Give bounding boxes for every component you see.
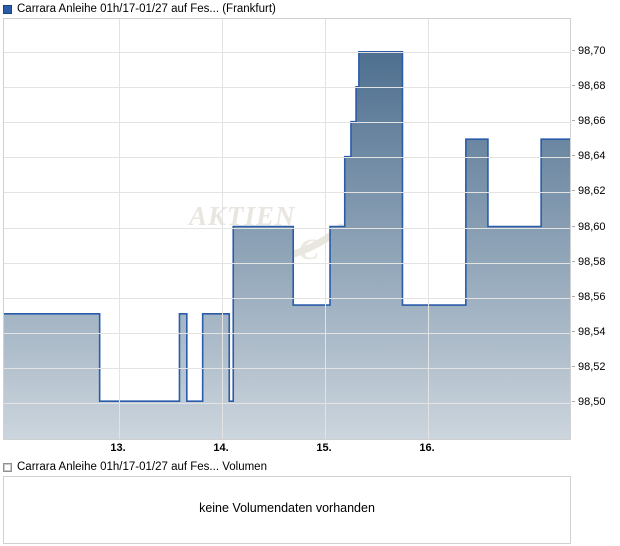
y-tick-label: 98,62 — [578, 185, 606, 197]
y-axis-tick: 98,50 — [572, 396, 620, 408]
y-tick-mark — [572, 85, 575, 86]
filled-square-marker-icon — [3, 5, 12, 14]
y-tick-label: 98,70 — [578, 45, 606, 57]
y-axis-tick: 98,60 — [572, 221, 620, 233]
y-tick-mark — [572, 366, 575, 367]
x-tick-label: 14. — [213, 442, 229, 454]
y-tick-label: 98,56 — [578, 291, 606, 303]
volume-legend[interactable]: Carrara Anleihe 01h/17-01/27 auf Fes... … — [3, 460, 267, 475]
gridline-horizontal — [4, 263, 570, 264]
y-axis-tick: 98,54 — [572, 326, 620, 338]
y-axis-tick: 98,62 — [572, 185, 620, 197]
hollow-square-marker-icon — [3, 463, 12, 472]
y-axis-tick: 98,52 — [572, 361, 620, 373]
price-series-chart — [4, 19, 570, 439]
series-path-group — [4, 52, 570, 439]
gridline-horizontal — [4, 333, 570, 334]
y-axis-tick: 98,64 — [572, 150, 620, 162]
gridline-vertical — [119, 19, 120, 439]
price-chart-panel: Carrara Anleihe 01h/17-01/27 auf Fes... … — [3, 2, 620, 457]
volume-chart-panel: Carrara Anleihe 01h/17-01/27 auf Fes... … — [0, 459, 620, 546]
y-axis-tick: 98,58 — [572, 256, 620, 268]
price-legend[interactable]: Carrara Anleihe 01h/17-01/27 auf Fes... … — [3, 2, 276, 17]
y-tick-label: 98,54 — [578, 326, 606, 338]
y-tick-mark — [572, 261, 575, 262]
y-tick-mark — [572, 401, 575, 402]
gridline-horizontal — [4, 368, 570, 369]
y-axis-tick: 98,68 — [572, 80, 620, 92]
gridline-vertical — [325, 19, 326, 439]
gridline-vertical — [428, 19, 429, 439]
x-tick-label: 15. — [316, 442, 332, 454]
y-axis-labels: 98,70 98,68 98,66 98,64 98,62 98,60 98,58 98,56… — [572, 18, 620, 440]
price-legend-label: Carrara Anleihe 01h/17-01/27 auf Fes... … — [17, 3, 276, 15]
price-plot-area[interactable]: AKTIEN C — [3, 18, 571, 440]
x-axis-labels: 13. 14. 15. 16. — [3, 441, 571, 457]
x-tick-label: 16. — [419, 442, 435, 454]
volume-empty-message: keine Volumendaten vorhanden — [199, 501, 375, 515]
y-tick-mark — [572, 190, 575, 191]
y-tick-label: 98,52 — [578, 361, 606, 373]
x-tick-label: 13. — [110, 442, 126, 454]
gridline-horizontal — [4, 157, 570, 158]
y-tick-mark — [572, 50, 575, 51]
y-tick-mark — [572, 120, 575, 121]
gridline-horizontal — [4, 403, 570, 404]
gridline-vertical — [222, 19, 223, 439]
y-tick-label: 98,68 — [578, 80, 606, 92]
series-line — [4, 52, 570, 401]
y-tick-label: 98,50 — [578, 396, 606, 408]
y-tick-label: 98,64 — [578, 150, 606, 162]
y-tick-mark — [572, 331, 575, 332]
gridline-horizontal — [4, 122, 570, 123]
y-tick-mark — [572, 155, 575, 156]
y-tick-label: 98,66 — [578, 115, 606, 127]
y-axis-tick: 98,66 — [572, 115, 620, 127]
y-axis-tick: 98,70 — [572, 45, 620, 57]
y-tick-mark — [572, 226, 575, 227]
gridline-horizontal — [4, 228, 570, 229]
gridline-horizontal — [4, 298, 570, 299]
y-tick-label: 98,60 — [578, 221, 606, 233]
volume-plot-area: keine Volumendaten vorhanden — [3, 476, 571, 544]
y-tick-label: 98,58 — [578, 256, 606, 268]
gridline-horizontal — [4, 52, 570, 53]
y-tick-mark — [572, 296, 575, 297]
gridline-horizontal — [4, 192, 570, 193]
series-area-fill — [4, 51, 570, 439]
volume-legend-label: Carrara Anleihe 01h/17-01/27 auf Fes... … — [17, 461, 267, 473]
gridline-horizontal — [4, 87, 570, 88]
y-axis-tick: 98,56 — [572, 291, 620, 303]
